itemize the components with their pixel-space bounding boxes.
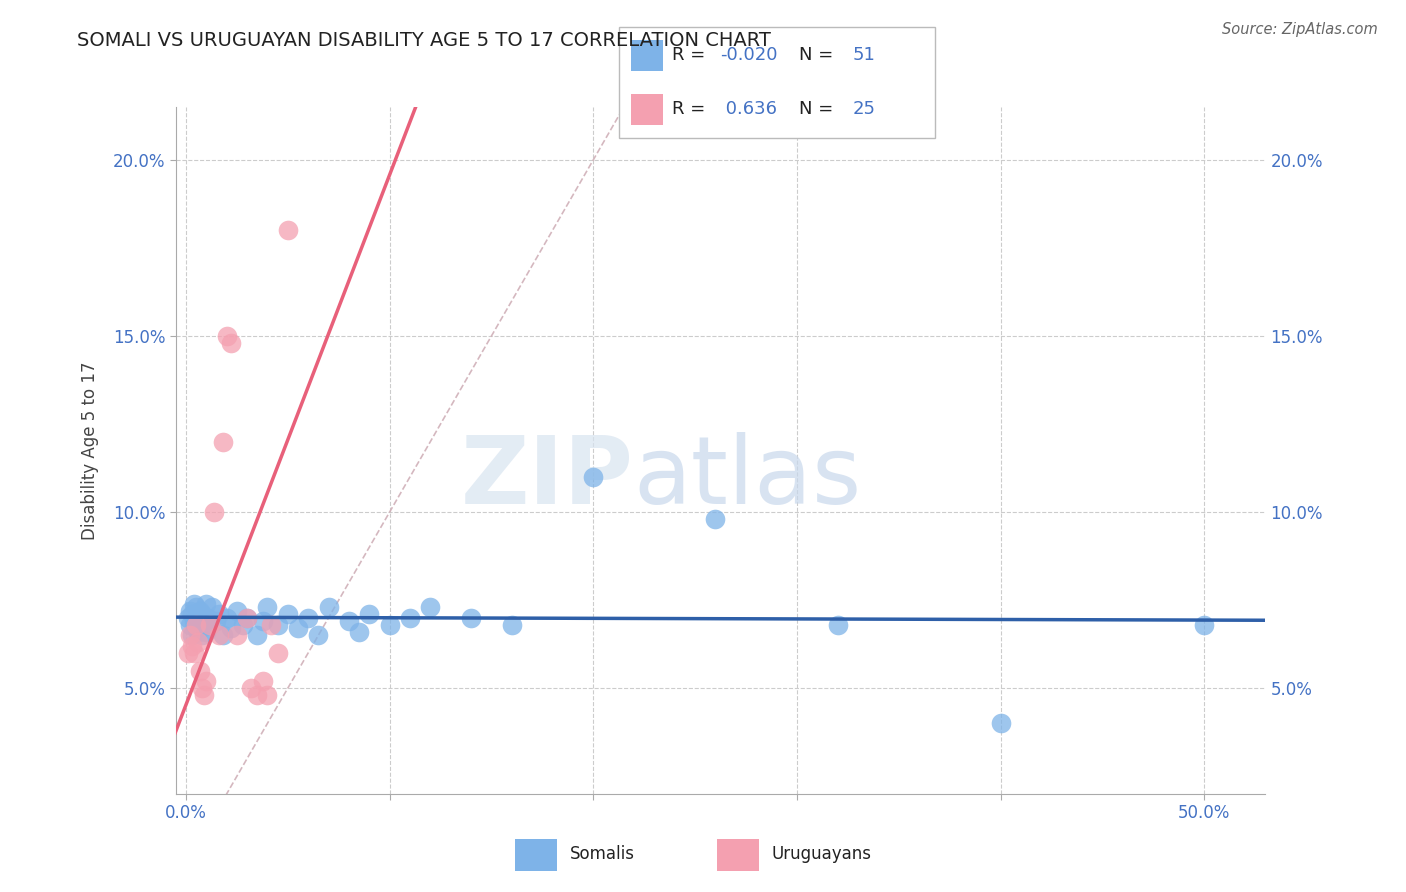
Point xyxy=(252,674,274,689)
Point xyxy=(200,617,222,632)
Point xyxy=(399,611,422,625)
Point xyxy=(184,617,207,632)
Point xyxy=(184,600,207,615)
Bar xyxy=(515,839,557,871)
Point xyxy=(188,604,211,618)
Text: ZIP: ZIP xyxy=(461,432,633,524)
Point xyxy=(191,628,214,642)
Point xyxy=(359,607,381,622)
Point xyxy=(201,600,224,615)
Point xyxy=(419,600,441,615)
Point xyxy=(252,615,274,629)
Y-axis label: Disability Age 5 to 17: Disability Age 5 to 17 xyxy=(82,361,98,540)
Point xyxy=(184,621,207,635)
Point xyxy=(1194,617,1216,632)
Point xyxy=(256,688,278,702)
Point xyxy=(225,628,247,642)
Point xyxy=(460,611,482,625)
Point xyxy=(297,611,319,625)
Point xyxy=(232,617,254,632)
Point xyxy=(287,621,309,635)
Point xyxy=(215,611,238,625)
Point xyxy=(195,674,218,689)
Point xyxy=(207,628,229,642)
Point xyxy=(179,604,201,618)
Point xyxy=(181,607,204,622)
Point xyxy=(582,470,605,484)
Point xyxy=(188,617,211,632)
Point xyxy=(211,628,233,642)
Point xyxy=(187,635,209,649)
Bar xyxy=(631,40,664,71)
Text: -0.020: -0.020 xyxy=(720,46,778,64)
Point xyxy=(219,621,242,635)
Bar xyxy=(631,94,664,125)
Point xyxy=(277,607,299,622)
Point xyxy=(827,617,849,632)
Point xyxy=(246,628,269,642)
Point xyxy=(205,615,228,629)
Point xyxy=(193,615,215,629)
Point xyxy=(211,434,233,449)
Point xyxy=(236,611,259,625)
Point xyxy=(179,617,201,632)
Text: 51: 51 xyxy=(852,46,876,64)
Point xyxy=(219,336,242,351)
Point xyxy=(183,646,205,660)
Point xyxy=(337,615,360,629)
Text: Somalis: Somalis xyxy=(569,845,634,863)
Point xyxy=(266,646,288,660)
Point xyxy=(177,611,200,625)
Point xyxy=(177,646,200,660)
Text: Uruguayans: Uruguayans xyxy=(772,845,872,863)
Text: 25: 25 xyxy=(852,100,876,119)
Point xyxy=(240,681,263,696)
Point xyxy=(318,600,340,615)
Point xyxy=(183,615,205,629)
Text: 0.636: 0.636 xyxy=(720,100,778,119)
Text: N =: N = xyxy=(799,100,839,119)
Text: SOMALI VS URUGUAYAN DISABILITY AGE 5 TO 17 CORRELATION CHART: SOMALI VS URUGUAYAN DISABILITY AGE 5 TO … xyxy=(77,31,772,50)
Text: R =: R = xyxy=(672,100,711,119)
Point xyxy=(704,512,727,526)
Point xyxy=(204,505,226,519)
Text: R =: R = xyxy=(672,46,711,64)
Point xyxy=(347,624,370,639)
Point xyxy=(307,628,329,642)
Point xyxy=(187,611,209,625)
Point xyxy=(225,604,247,618)
Point xyxy=(378,617,401,632)
Point xyxy=(187,624,209,639)
Bar xyxy=(717,839,759,871)
Point xyxy=(990,716,1012,731)
Point xyxy=(183,597,205,611)
Point xyxy=(236,611,259,625)
Point xyxy=(501,617,523,632)
Text: atlas: atlas xyxy=(633,432,862,524)
Point xyxy=(193,688,215,702)
Point xyxy=(246,688,269,702)
Point xyxy=(256,600,278,615)
Point xyxy=(207,607,229,622)
Point xyxy=(197,611,219,625)
Point xyxy=(200,617,222,632)
Point xyxy=(188,664,211,678)
Point xyxy=(181,628,204,642)
Point xyxy=(215,329,238,343)
Text: Source: ZipAtlas.com: Source: ZipAtlas.com xyxy=(1222,22,1378,37)
Point xyxy=(191,607,214,622)
Point xyxy=(191,681,214,696)
Point xyxy=(179,628,201,642)
Point xyxy=(277,223,299,237)
Point xyxy=(195,624,218,639)
Text: N =: N = xyxy=(799,46,839,64)
Point xyxy=(260,617,283,632)
Point xyxy=(195,597,218,611)
Point xyxy=(181,639,204,653)
Point xyxy=(266,617,288,632)
